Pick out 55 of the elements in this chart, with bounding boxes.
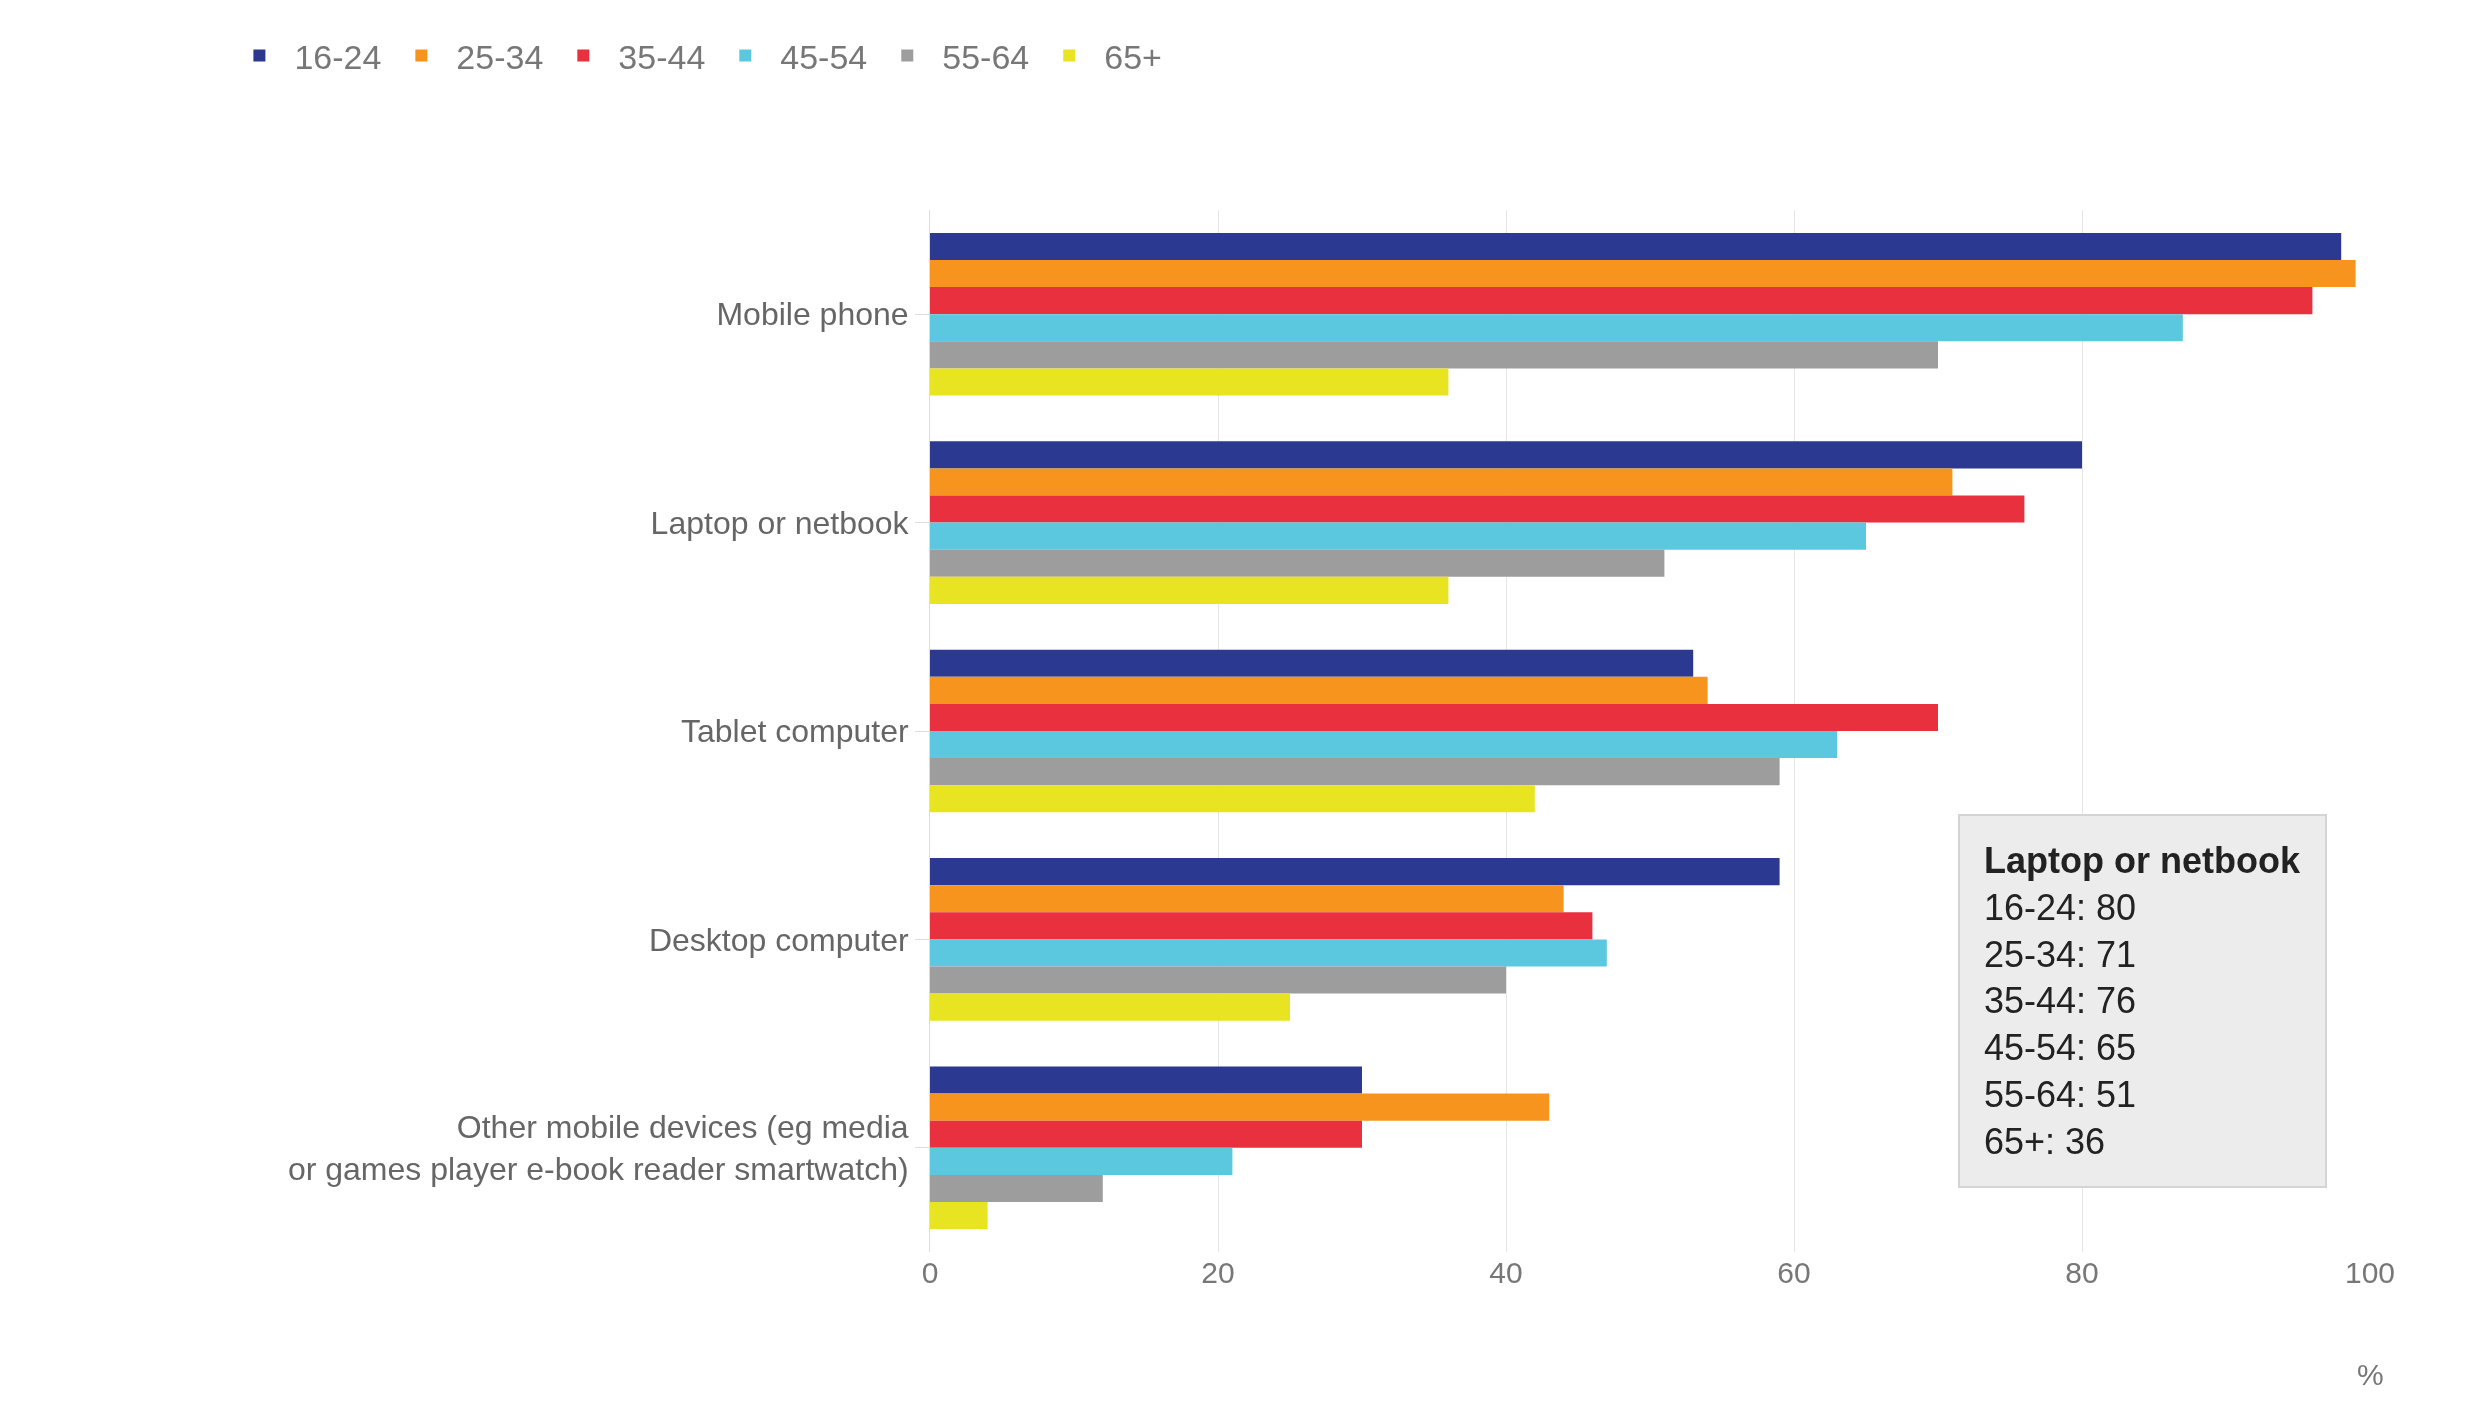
bar [930,649,1694,677]
bar [930,314,2183,342]
x-tick-label: 40 [1489,1256,1523,1289]
bar [930,260,2356,288]
bar [930,1201,988,1230]
bar [930,993,1290,1021]
bar [930,232,2342,261]
bar [930,576,1449,604]
bar [930,885,1564,913]
annotation: 45-54: 65 [1984,1027,2137,1069]
y-tick-label: Laptop or netbook [650,504,910,541]
bar [930,758,1780,786]
annotation: Laptop or netbook [1984,840,2301,881]
bar [930,1093,1550,1121]
bar [930,785,1535,813]
x-tick-label: 0 [921,1256,939,1289]
bar [930,1174,1103,1202]
legend-label: 55-64 [942,37,1030,76]
legend-label: 65+ [1104,37,1162,76]
annotation: 55-64: 51 [1984,1074,2137,1115]
bar [930,549,1665,577]
bar [930,468,1953,496]
y-tick-label: Desktop computer [648,921,909,958]
legend-label: 25-34 [456,37,544,76]
legend-label: 45-54 [780,37,868,76]
x-tick-label: 80 [2065,1256,2099,1289]
legend-label: 16-24 [294,37,382,76]
bar [930,703,1938,731]
annotation: 16-24: 80 [1984,886,2137,928]
y-tick-label: Tablet computer [680,713,909,750]
bar [930,1066,1362,1094]
bar [930,912,1593,940]
x-axis-title: % [2357,1358,2384,1391]
bar [930,1147,1233,1175]
annotation: 25-34: 71 [1984,933,2137,975]
bar [930,858,1780,886]
bar [930,441,2082,469]
annotation: 65+: 36 [1984,1120,2106,1162]
bar [930,676,1708,704]
bar [930,522,1866,550]
x-tick-label: 100 [2344,1256,2396,1289]
legend-label: 35-44 [618,37,706,76]
bar [930,966,1506,994]
bar [930,341,1938,369]
x-tick-label: 20 [1201,1256,1235,1289]
y-tick-label: Other mobile devices (eg media or games player e-book reader smartwatch) [287,1109,909,1187]
bar [930,495,2025,523]
bar [930,1120,1362,1148]
bar [930,731,1838,759]
annotation: 35-44: 76 [1984,980,2137,1022]
y-tick-label: Mobile phone [716,296,909,333]
bar [930,287,2313,315]
bar [930,939,1607,967]
bar [930,368,1449,396]
x-tick-label: 60 [1777,1256,1811,1289]
